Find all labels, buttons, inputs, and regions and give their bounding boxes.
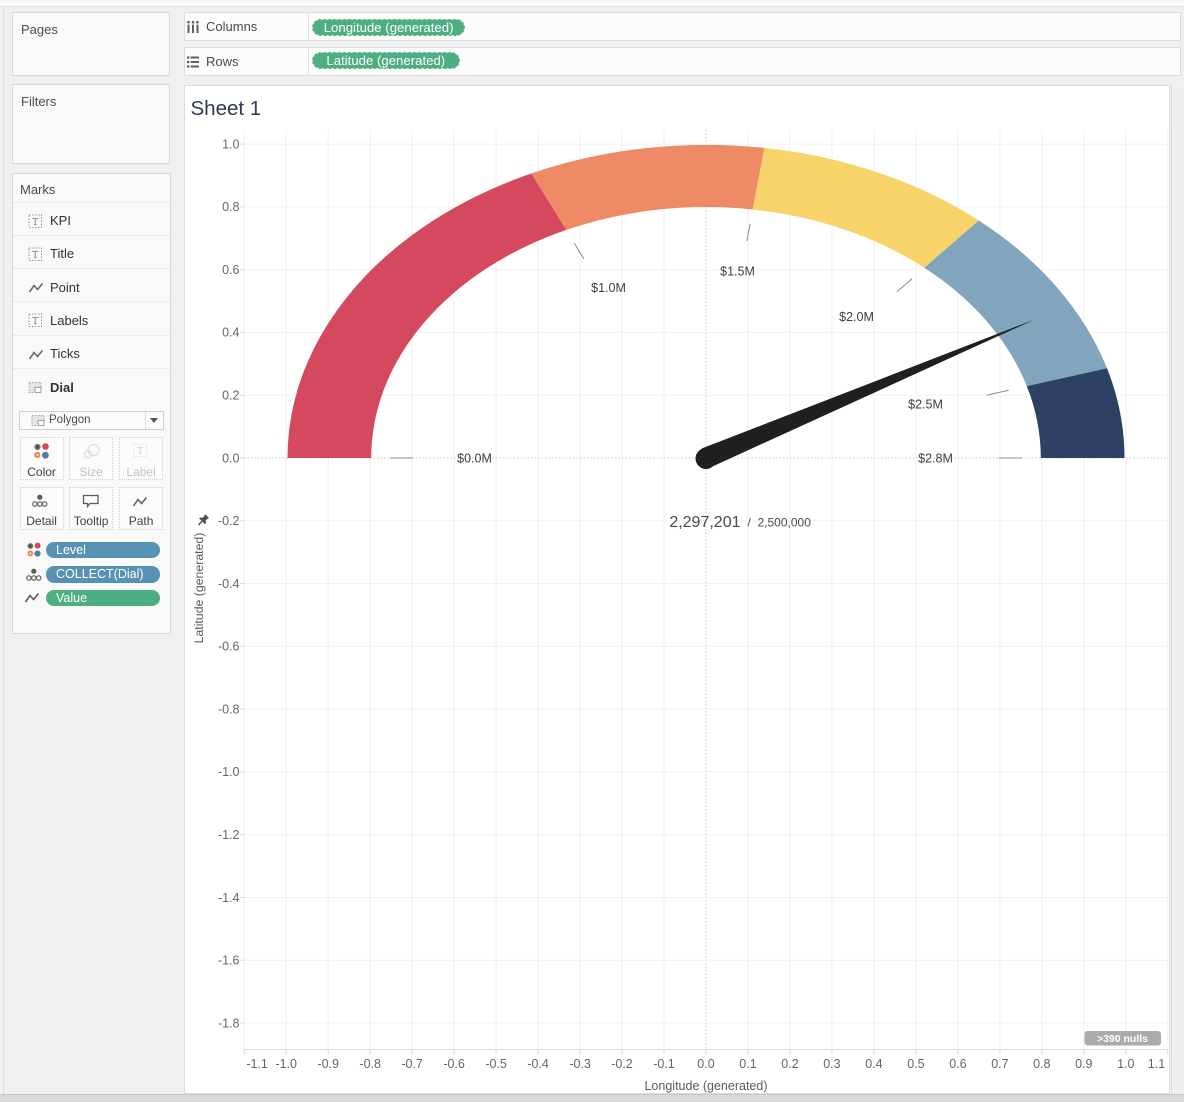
svg-text:-0.4: -0.4 xyxy=(217,577,239,591)
svg-text:0.1: 0.1 xyxy=(739,1057,756,1071)
svg-text:-0.6: -0.6 xyxy=(443,1057,465,1071)
svg-text:$2.5M: $2.5M xyxy=(908,397,943,411)
svg-text:-0.3: -0.3 xyxy=(569,1057,591,1071)
svg-text:0.8: 0.8 xyxy=(222,200,239,214)
svg-text:0.0: 0.0 xyxy=(697,1057,714,1071)
svg-text:1.0: 1.0 xyxy=(1117,1057,1134,1071)
svg-text:$1.0M: $1.0M xyxy=(591,281,626,295)
svg-text:0.4: 0.4 xyxy=(222,326,239,340)
svg-text:-1.8: -1.8 xyxy=(217,1016,239,1030)
svg-text:-0.5: -0.5 xyxy=(485,1057,507,1071)
svg-text:-1.4: -1.4 xyxy=(217,891,239,905)
svg-text:0.6: 0.6 xyxy=(949,1057,966,1071)
svg-text:0.8: 0.8 xyxy=(1033,1057,1050,1071)
svg-text:-0.6: -0.6 xyxy=(217,640,239,654)
svg-text:Latitude (generated): Latitude (generated) xyxy=(192,533,206,644)
svg-text:-1.2: -1.2 xyxy=(217,828,239,842)
svg-text:>390 nulls: >390 nulls xyxy=(1096,1033,1147,1045)
svg-text:-0.7: -0.7 xyxy=(401,1057,423,1071)
svg-text:0.4: 0.4 xyxy=(865,1057,882,1071)
svg-text:-1.0: -1.0 xyxy=(275,1057,297,1071)
svg-text:-0.9: -0.9 xyxy=(317,1057,339,1071)
svg-text:-0.2: -0.2 xyxy=(611,1057,633,1071)
svg-text:-0.1: -0.1 xyxy=(653,1057,675,1071)
svg-text:1.0: 1.0 xyxy=(222,137,239,151)
svg-text:$2.8M: $2.8M xyxy=(918,451,953,465)
svg-text:0.0: 0.0 xyxy=(222,451,239,465)
svg-text:2,297,201: 2,297,201 xyxy=(669,514,740,531)
svg-text:-0.8: -0.8 xyxy=(217,702,239,716)
svg-text:$0.0M: $0.0M xyxy=(457,451,492,465)
svg-text:-0.8: -0.8 xyxy=(359,1057,381,1071)
svg-text:$2.0M: $2.0M xyxy=(839,310,874,324)
svg-text:0.2: 0.2 xyxy=(222,389,239,403)
svg-text:Longitude (generated): Longitude (generated) xyxy=(644,1079,767,1093)
svg-text:-1.6: -1.6 xyxy=(217,954,239,968)
svg-text:0.5: 0.5 xyxy=(907,1057,924,1071)
svg-text:0.6: 0.6 xyxy=(222,263,239,277)
svg-text:-1.0: -1.0 xyxy=(217,765,239,779)
svg-text:0.9: 0.9 xyxy=(1075,1057,1092,1071)
svg-text:0.3: 0.3 xyxy=(823,1057,840,1071)
svg-text:$1.5M: $1.5M xyxy=(720,264,755,278)
svg-text:-0.2: -0.2 xyxy=(217,514,239,528)
svg-text:1.1: 1.1 xyxy=(1147,1057,1164,1071)
svg-text:0.7: 0.7 xyxy=(991,1057,1008,1071)
svg-text:/ 2,500,000: / 2,500,000 xyxy=(747,516,811,530)
svg-text:-0.4: -0.4 xyxy=(527,1057,549,1071)
svg-text:-1.1: -1.1 xyxy=(246,1057,268,1071)
svg-text:0.2: 0.2 xyxy=(781,1057,798,1071)
